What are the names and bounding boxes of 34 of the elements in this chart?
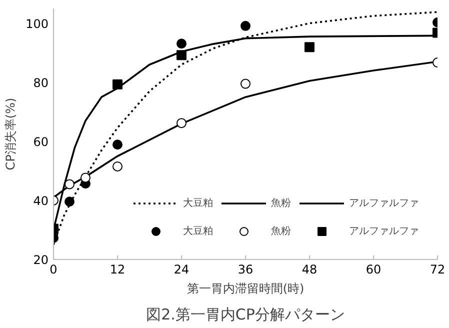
x-tick-label: 72: [430, 262, 446, 276]
y-tick-label: 80: [33, 76, 49, 90]
line-series: [54, 11, 438, 246]
x-tick-label: 60: [366, 262, 382, 276]
y-axis-title: CP消失率(%): [4, 98, 18, 170]
point: [304, 42, 314, 52]
point: [112, 140, 122, 150]
x-tick-label: 48: [302, 262, 318, 276]
point: [176, 50, 186, 60]
point: [80, 172, 90, 183]
legend-label: 大豆粕: [183, 196, 213, 210]
y-tick-label: 100: [26, 16, 48, 31]
y-tick-label: 40: [33, 194, 49, 208]
point: [176, 38, 186, 49]
x-tick-label: 0: [50, 262, 58, 276]
point: [176, 118, 186, 128]
point: [240, 78, 250, 89]
y-tick-label: 20: [33, 253, 49, 267]
x-axis-title: 第一胃内滞留時間(時): [186, 282, 304, 296]
legend-label: 大豆粕: [183, 224, 213, 238]
point: [240, 20, 250, 31]
legend-label: アルファルファ: [349, 197, 419, 210]
legend-label: 魚粉: [271, 225, 291, 238]
x-tick-label: 36: [238, 262, 254, 276]
text: 図2.第一胃内CP分解パターン: [146, 306, 345, 324]
x-tick-label: 12: [110, 262, 126, 276]
legend-label: アルファルファ: [349, 225, 419, 238]
point: [112, 161, 122, 172]
point: [112, 79, 122, 90]
point: [64, 196, 74, 207]
point: [64, 179, 74, 190]
legend-label: 魚粉: [271, 197, 291, 210]
x-tick-label: 24: [174, 262, 190, 276]
y-tick-label: 60: [33, 134, 49, 149]
